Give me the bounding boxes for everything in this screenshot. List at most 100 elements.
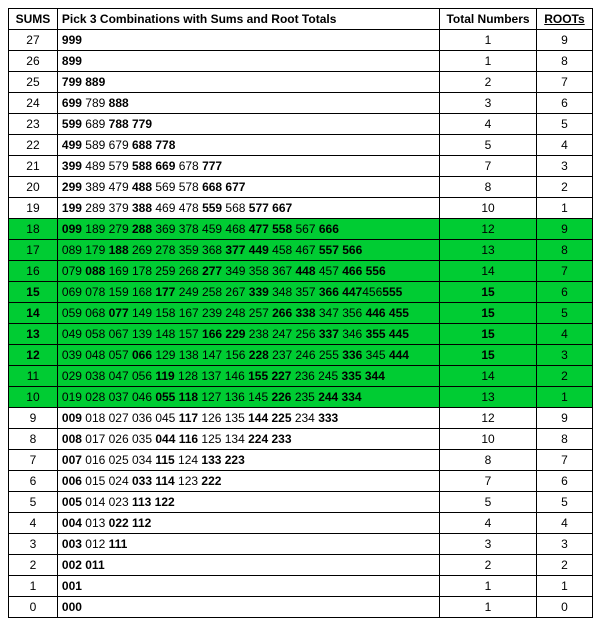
table-row: 20299 389 479 488 569 578 668 67782 [9,177,593,198]
cell-sum: 15 [9,282,58,303]
cell-total: 4 [440,114,537,135]
cell-sum: 10 [9,387,58,408]
cell-combinations: 799 889 [57,72,439,93]
cell-root: 4 [536,324,592,345]
cell-sum: 11 [9,366,58,387]
table-row: 11029 038 047 056 119 128 137 146 155 22… [9,366,593,387]
table-row: 2689918 [9,51,593,72]
cell-root: 2 [536,366,592,387]
cell-combinations: 899 [57,51,439,72]
cell-total: 1 [440,576,537,597]
cell-combinations: 069 078 159 168 177 249 258 267 339 348 … [57,282,439,303]
cell-root: 1 [536,198,592,219]
table-row: 2002 01122 [9,555,593,576]
cell-combinations: 399 489 579 588 669 678 777 [57,156,439,177]
cell-combinations: 001 [57,576,439,597]
pick3-sums-table: SUMS Pick 3 Combinations with Sums and R… [8,8,593,618]
cell-root: 8 [536,51,592,72]
cell-root: 5 [536,492,592,513]
table-row: 15069 078 159 168 177 249 258 267 339 34… [9,282,593,303]
cell-combinations: 599 689 788 779 [57,114,439,135]
table-row: 24699 789 88836 [9,93,593,114]
cell-total: 3 [440,534,537,555]
cell-combinations: 499 589 679 688 778 [57,135,439,156]
table-row: 21399 489 579 588 669 678 77773 [9,156,593,177]
table-row: 22499 589 679 688 77854 [9,135,593,156]
cell-sum: 25 [9,72,58,93]
cell-combinations: 006 015 024 033 114 123 222 [57,471,439,492]
cell-sum: 19 [9,198,58,219]
cell-total: 12 [440,219,537,240]
header-sums: SUMS [9,9,58,30]
header-total: Total Numbers [440,9,537,30]
cell-total: 8 [440,177,537,198]
cell-sum: 5 [9,492,58,513]
table-row: 12039 048 057 066 129 138 147 156 228 23… [9,345,593,366]
cell-combinations: 089 179 188 269 278 359 368 377 449 458 … [57,240,439,261]
cell-combinations: 007 016 025 034 115 124 133 223 [57,450,439,471]
cell-total: 2 [440,72,537,93]
cell-combinations: 049 058 067 139 148 157 166 229 238 247 … [57,324,439,345]
cell-combinations: 079 088 169 178 259 268 277 349 358 367 … [57,261,439,282]
cell-combinations: 299 389 479 488 569 578 668 677 [57,177,439,198]
table-row: 5005 014 023 113 12255 [9,492,593,513]
cell-total: 15 [440,282,537,303]
cell-total: 5 [440,135,537,156]
cell-root: 9 [536,408,592,429]
cell-total: 1 [440,597,537,618]
cell-total: 14 [440,366,537,387]
cell-total: 13 [440,240,537,261]
cell-root: 4 [536,513,592,534]
cell-sum: 2 [9,555,58,576]
cell-sum: 12 [9,345,58,366]
cell-root: 7 [536,72,592,93]
cell-combinations: 004 013 022 112 [57,513,439,534]
cell-root: 0 [536,597,592,618]
cell-sum: 23 [9,114,58,135]
cell-root: 9 [536,219,592,240]
table-row: 23599 689 788 77945 [9,114,593,135]
cell-root: 8 [536,240,592,261]
table-row: 2799919 [9,30,593,51]
cell-root: 3 [536,156,592,177]
cell-root: 5 [536,114,592,135]
cell-total: 1 [440,30,537,51]
cell-root: 6 [536,93,592,114]
cell-combinations: 005 014 023 113 122 [57,492,439,513]
cell-combinations: 002 011 [57,555,439,576]
header-root: ROOTs [536,9,592,30]
cell-root: 3 [536,345,592,366]
cell-sum: 13 [9,324,58,345]
cell-combinations: 199 289 379 388 469 478 559 568 577 667 [57,198,439,219]
cell-sum: 9 [9,408,58,429]
cell-combinations: 699 789 888 [57,93,439,114]
cell-combinations: 009 018 027 036 045 117 126 135 144 225 … [57,408,439,429]
cell-root: 2 [536,177,592,198]
cell-root: 7 [536,261,592,282]
cell-total: 12 [440,408,537,429]
header-row: SUMS Pick 3 Combinations with Sums and R… [9,9,593,30]
cell-root: 3 [536,534,592,555]
table-row: 100111 [9,576,593,597]
cell-root: 2 [536,555,592,576]
table-row: 17089 179 188 269 278 359 368 377 449 45… [9,240,593,261]
table-row: 13049 058 067 139 148 157 166 229 238 24… [9,324,593,345]
cell-total: 13 [440,387,537,408]
cell-root: 1 [536,576,592,597]
cell-sum: 26 [9,51,58,72]
cell-total: 7 [440,471,537,492]
cell-combinations: 099 189 279 288 369 378 459 468 477 558 … [57,219,439,240]
table-row: 7007 016 025 034 115 124 133 22387 [9,450,593,471]
cell-combinations: 059 068 077 149 158 167 239 248 257 266 … [57,303,439,324]
cell-combinations: 039 048 057 066 129 138 147 156 228 237 … [57,345,439,366]
cell-sum: 27 [9,30,58,51]
cell-sum: 1 [9,576,58,597]
table-row: 6006 015 024 033 114 123 22276 [9,471,593,492]
table-row: 8008 017 026 035 044 116 125 134 224 233… [9,429,593,450]
cell-sum: 7 [9,450,58,471]
table-row: 16079 088 169 178 259 268 277 349 358 36… [9,261,593,282]
cell-sum: 3 [9,534,58,555]
table-row: 000010 [9,597,593,618]
cell-total: 4 [440,513,537,534]
cell-combinations: 008 017 026 035 044 116 125 134 224 233 [57,429,439,450]
